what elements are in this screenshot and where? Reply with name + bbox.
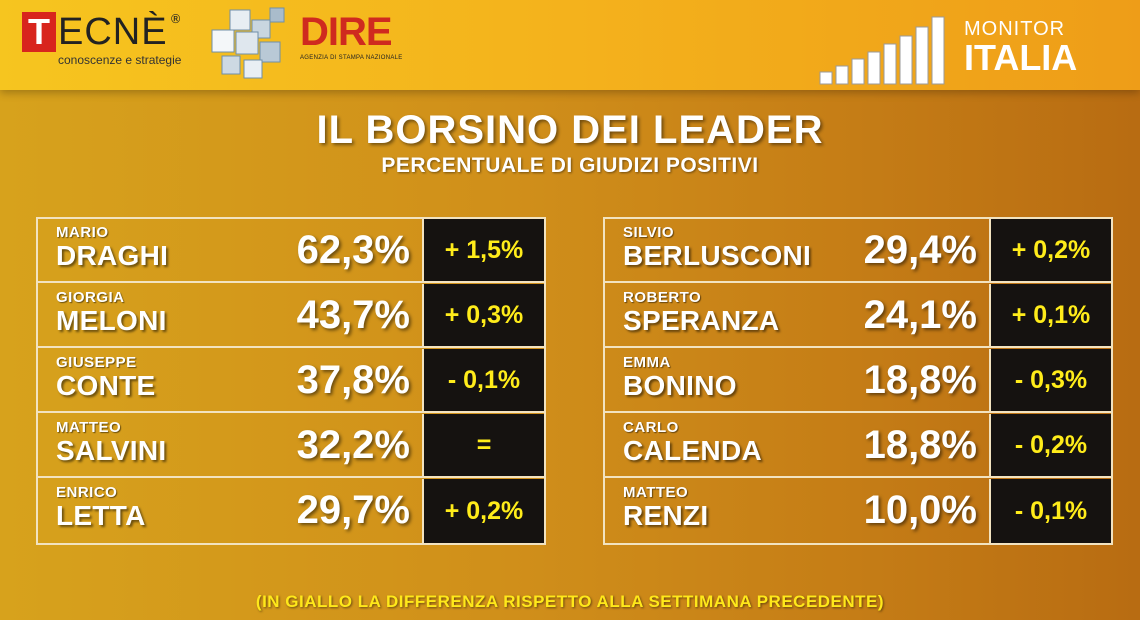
leader-row: MARIO DRAGHI 62,3% + 1,5% — [38, 219, 544, 283]
leader-name: EMMA BONINO — [623, 355, 737, 401]
right-leader-table: SILVIO BERLUSCONI 29,4% + 0,2% ROBERTO S… — [603, 217, 1113, 545]
leader-last-name: SALVINI — [56, 435, 167, 466]
delta-cell: - 0,2% — [989, 414, 1111, 476]
delta-cell: - 0,3% — [989, 349, 1111, 411]
leader-last-name: BERLUSCONI — [623, 240, 812, 271]
dire-logo: DIRE AGENZIA DI STAMPA NAZIONALE — [300, 10, 403, 61]
delta-cell: - 0,1% — [989, 479, 1111, 543]
leader-percentage: 32,2% — [296, 423, 410, 467]
delta-cell: + 1,5% — [422, 219, 544, 281]
leader-name: GIUSEPPE CONTE — [56, 355, 156, 401]
leader-first-name: MATTEO — [56, 419, 122, 436]
leader-percentage: 18,8% — [863, 358, 977, 402]
leader-percentage: 43,7% — [296, 293, 410, 337]
leader-percentage: 62,3% — [296, 228, 410, 272]
leader-delta: + 0,3% — [444, 300, 524, 329]
leader-percentage: 10,0% — [863, 488, 977, 532]
page-title: IL BORSINO DEI LEADER — [316, 108, 824, 152]
leader-delta: = — [476, 430, 492, 459]
leader-delta: + 0,2% — [1011, 235, 1091, 264]
leader-first-name: ROBERTO — [623, 289, 702, 306]
leader-percentage: 18,8% — [863, 423, 977, 467]
leader-last-name: MELONI — [56, 305, 167, 336]
tecne-logo: T ECNÈ ® conoscenze e strategie — [22, 12, 182, 67]
leader-name: GIORGIA MELONI — [56, 290, 167, 336]
leader-row: GIORGIA MELONI 43,7% + 0,3% — [38, 284, 544, 348]
leader-first-name: MATTEO — [623, 484, 689, 501]
delta-cell: + 0,2% — [989, 219, 1111, 281]
dire-tagline: AGENZIA DI STAMPA NAZIONALE — [300, 55, 403, 61]
leader-row: ROBERTO SPERANZA 24,1% + 0,1% — [605, 284, 1111, 348]
leader-row: CARLO CALENDA 18,8% - 0,2% — [605, 414, 1111, 478]
leader-row: ENRICO LETTA 29,7% + 0,2% — [38, 479, 544, 543]
leader-name: SILVIO BERLUSCONI — [623, 225, 811, 271]
leader-first-name: EMMA — [623, 354, 671, 371]
leader-percentage: 37,8% — [296, 358, 410, 402]
leader-first-name: GIORGIA — [56, 289, 125, 306]
leader-row: EMMA BONINO 18,8% - 0,3% — [605, 349, 1111, 413]
left-leader-table: MARIO DRAGHI 62,3% + 1,5% GIORGIA MELONI… — [36, 217, 546, 545]
leader-name: MATTEO RENZI — [623, 485, 709, 531]
tecne-logo-text: ECNÈ — [58, 11, 168, 53]
leader-percentage: 29,7% — [296, 488, 410, 532]
leader-name: CARLO CALENDA — [623, 420, 762, 466]
leader-last-name: SPERANZA — [623, 305, 780, 336]
monitor-label: MONITOR — [964, 18, 1066, 40]
leader-row: SILVIO BERLUSCONI 29,4% + 0,2% — [605, 219, 1111, 283]
leader-first-name: ENRICO — [56, 484, 118, 501]
tecne-tagline: conoscenze e strategie — [58, 53, 182, 67]
leader-percentage: 24,1% — [863, 293, 977, 337]
leader-delta: - 0,1% — [1014, 496, 1088, 525]
leader-first-name: CARLO — [623, 419, 679, 436]
page-subtitle: PERCENTUALE DI GIUDIZI POSITIVI — [381, 154, 759, 177]
leader-percentage: 29,4% — [863, 228, 977, 272]
leader-delta: - 0,2% — [1014, 430, 1088, 459]
italia-label: ITALIA — [964, 37, 1078, 78]
bar-chart-logo-icon — [818, 14, 958, 90]
tecne-logo-letter: T — [22, 12, 56, 52]
leader-first-name: SILVIO — [623, 224, 675, 241]
leader-last-name: DRAGHI — [56, 240, 169, 271]
leader-name: ENRICO LETTA — [56, 485, 146, 531]
leader-first-name: GIUSEPPE — [56, 354, 137, 371]
leader-first-name: MARIO — [56, 224, 109, 241]
header-bar: T ECNÈ ® conoscenze e strategie DIRE AGE… — [0, 0, 1140, 90]
delta-cell: + 0,1% — [989, 284, 1111, 346]
leader-delta: + 0,2% — [444, 496, 524, 525]
delta-cell: + 0,3% — [422, 284, 544, 346]
leader-delta: - 0,1% — [447, 365, 521, 394]
dire-logo-text: DIRE — [300, 10, 393, 54]
leader-name: ROBERTO SPERANZA — [623, 290, 779, 336]
leader-delta: + 0,1% — [1011, 300, 1091, 329]
leader-name: MATTEO SALVINI — [56, 420, 166, 466]
leader-row: MATTEO RENZI 10,0% - 0,1% — [605, 479, 1111, 543]
leader-delta: + 1,5% — [444, 235, 524, 264]
cubes-logo-icon — [200, 2, 296, 92]
registered-mark: ® — [169, 12, 182, 26]
delta-cell: - 0,1% — [422, 349, 544, 411]
leader-last-name: LETTA — [56, 500, 146, 531]
delta-cell: = — [422, 414, 544, 476]
footnote: (IN GIALLO LA DIFFERENZA RISPETTO ALLA S… — [255, 592, 885, 611]
leader-last-name: CONTE — [56, 370, 156, 401]
delta-cell: + 0,2% — [422, 479, 544, 543]
leader-row: GIUSEPPE CONTE 37,8% - 0,1% — [38, 349, 544, 413]
leader-row: MATTEO SALVINI 32,2% = — [38, 414, 544, 478]
leader-last-name: BONINO — [623, 370, 737, 401]
monitor-italia-logo: MONITOR ITALIA — [964, 18, 1077, 76]
leader-delta: - 0,3% — [1014, 365, 1088, 394]
leader-last-name: CALENDA — [623, 435, 762, 466]
leader-last-name: RENZI — [623, 500, 709, 531]
leader-name: MARIO DRAGHI — [56, 225, 168, 271]
